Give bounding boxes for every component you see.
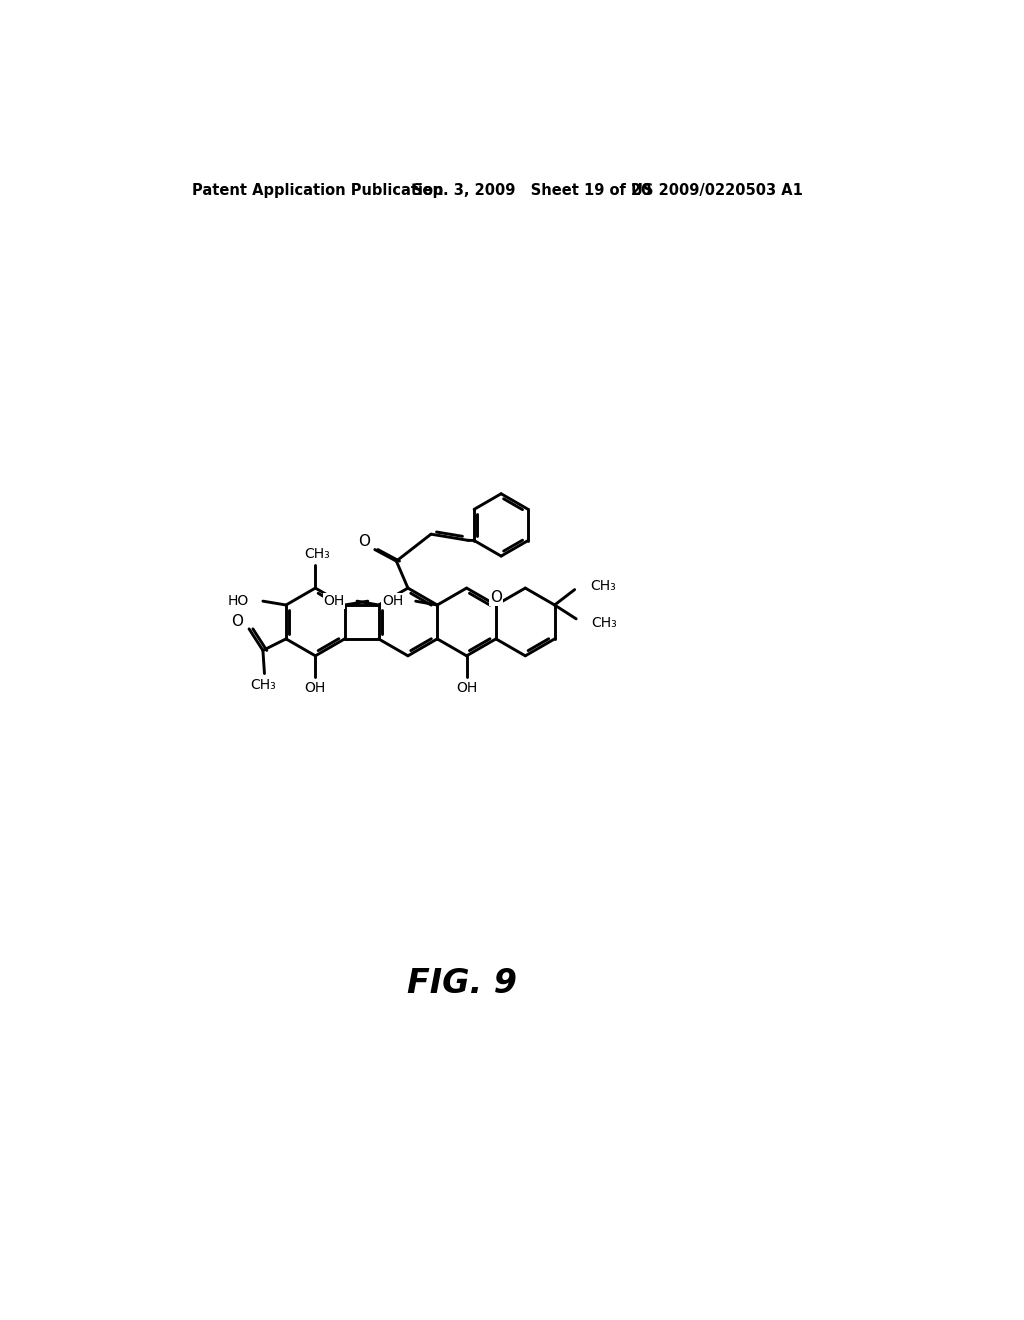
Text: CH₃: CH₃ <box>590 578 615 593</box>
Text: Patent Application Publication: Patent Application Publication <box>193 183 443 198</box>
Text: Sep. 3, 2009   Sheet 19 of 20: Sep. 3, 2009 Sheet 19 of 20 <box>412 183 651 198</box>
Text: OH: OH <box>382 594 403 609</box>
Text: OH: OH <box>456 681 477 696</box>
Text: HO: HO <box>227 594 249 609</box>
Text: OH: OH <box>382 594 402 609</box>
Text: O: O <box>489 590 502 605</box>
Text: CH₃: CH₃ <box>250 678 275 692</box>
Text: OH: OH <box>324 594 345 609</box>
Text: OH: OH <box>305 681 326 696</box>
Text: CH₃: CH₃ <box>592 615 617 630</box>
Text: O: O <box>358 535 370 549</box>
Text: US 2009/0220503 A1: US 2009/0220503 A1 <box>631 183 803 198</box>
Text: FIG. 9: FIG. 9 <box>407 968 517 1001</box>
Text: O: O <box>230 614 243 628</box>
Text: CH₃: CH₃ <box>304 548 330 561</box>
